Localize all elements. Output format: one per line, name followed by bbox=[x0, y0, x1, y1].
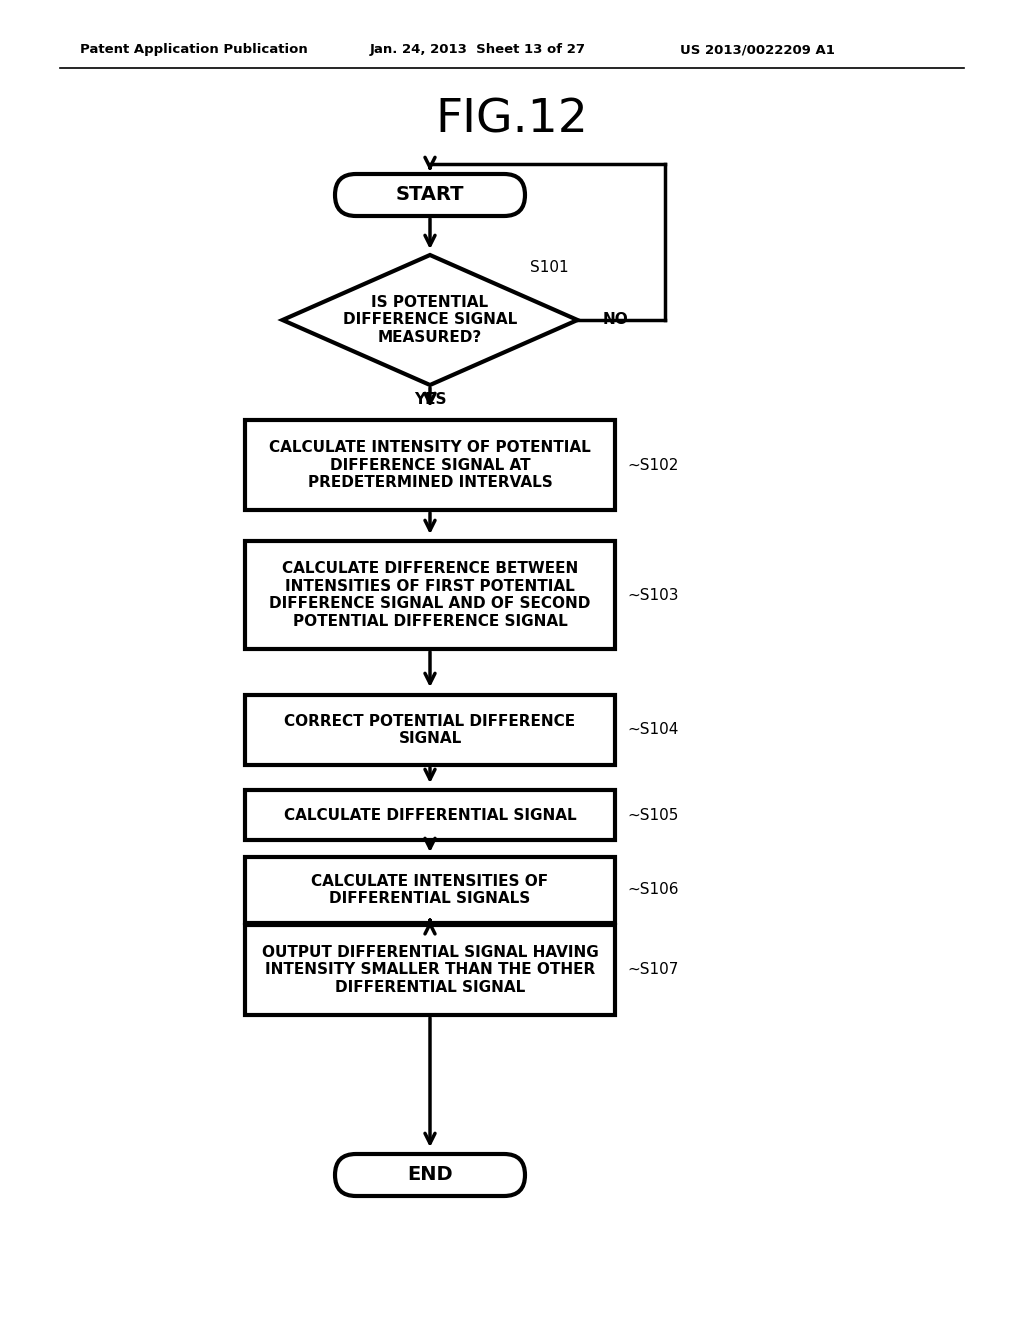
Text: ~S103: ~S103 bbox=[627, 587, 679, 602]
Text: ~S105: ~S105 bbox=[627, 808, 678, 822]
Bar bbox=[245, 925, 615, 1015]
Text: CALCULATE DIFFERENTIAL SIGNAL: CALCULATE DIFFERENTIAL SIGNAL bbox=[284, 808, 577, 822]
Text: NO: NO bbox=[602, 313, 629, 327]
Text: CALCULATE INTENSITY OF POTENTIAL
DIFFERENCE SIGNAL AT
PREDETERMINED INTERVALS: CALCULATE INTENSITY OF POTENTIAL DIFFERE… bbox=[269, 440, 591, 490]
Text: FIG.12: FIG.12 bbox=[435, 98, 589, 143]
Text: START: START bbox=[395, 186, 464, 205]
Text: US 2013/0022209 A1: US 2013/0022209 A1 bbox=[680, 44, 835, 57]
Text: ~S106: ~S106 bbox=[627, 883, 679, 898]
Text: CALCULATE DIFFERENCE BETWEEN
INTENSITIES OF FIRST POTENTIAL
DIFFERENCE SIGNAL AN: CALCULATE DIFFERENCE BETWEEN INTENSITIES… bbox=[269, 561, 591, 628]
Text: CALCULATE INTENSITIES OF
DIFFERENTIAL SIGNALS: CALCULATE INTENSITIES OF DIFFERENTIAL SI… bbox=[311, 874, 549, 907]
Text: CORRECT POTENTIAL DIFFERENCE
SIGNAL: CORRECT POTENTIAL DIFFERENCE SIGNAL bbox=[285, 714, 575, 746]
Text: S101: S101 bbox=[530, 260, 568, 276]
Text: OUTPUT DIFFERENTIAL SIGNAL HAVING
INTENSITY SMALLER THAN THE OTHER
DIFFERENTIAL : OUTPUT DIFFERENTIAL SIGNAL HAVING INTENS… bbox=[261, 945, 598, 995]
Text: END: END bbox=[408, 1166, 453, 1184]
Text: ~S104: ~S104 bbox=[627, 722, 678, 738]
Bar bbox=[245, 541, 615, 649]
Text: ~S107: ~S107 bbox=[627, 962, 678, 978]
Bar bbox=[245, 696, 615, 766]
FancyBboxPatch shape bbox=[335, 174, 525, 216]
FancyBboxPatch shape bbox=[335, 1154, 525, 1196]
Text: ~S102: ~S102 bbox=[627, 458, 678, 473]
Text: YES: YES bbox=[414, 392, 446, 407]
Bar bbox=[245, 857, 615, 923]
Polygon shape bbox=[283, 255, 578, 385]
Text: Patent Application Publication: Patent Application Publication bbox=[80, 44, 308, 57]
Bar bbox=[245, 420, 615, 510]
Text: IS POTENTIAL
DIFFERENCE SIGNAL
MEASURED?: IS POTENTIAL DIFFERENCE SIGNAL MEASURED? bbox=[343, 296, 517, 345]
Bar bbox=[245, 789, 615, 840]
Text: Jan. 24, 2013  Sheet 13 of 27: Jan. 24, 2013 Sheet 13 of 27 bbox=[370, 44, 586, 57]
